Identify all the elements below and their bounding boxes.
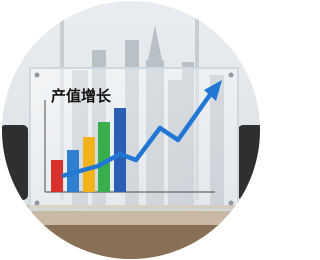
- chart-title: 产值增长: [51, 87, 112, 105]
- photo: 产值增长: [0, 0, 262, 260]
- illustration: 产值增长: [0, 0, 262, 260]
- page: 产值增长 (() => { const data = JSON.parse(do…: [0, 0, 262, 260]
